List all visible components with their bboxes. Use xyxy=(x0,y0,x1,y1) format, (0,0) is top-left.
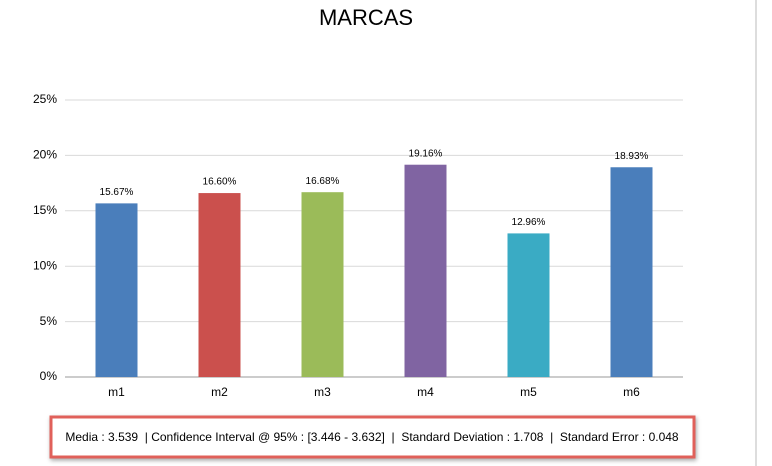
x-tick-label: m1 xyxy=(108,385,125,399)
stats-box xyxy=(49,415,696,459)
bar xyxy=(404,164,447,377)
chart-title: MARCAS xyxy=(319,5,413,30)
stats-text: Media : 3.539 | Confidence Interval @ 95… xyxy=(65,430,679,444)
bar xyxy=(95,203,138,377)
bar xyxy=(198,193,241,377)
y-tick-label: 20% xyxy=(33,148,57,162)
bar xyxy=(507,233,550,377)
y-tick-label: 15% xyxy=(33,203,57,217)
value-label: 12.96% xyxy=(512,217,546,228)
y-tick-label: 5% xyxy=(40,314,58,328)
x-tick-label: m6 xyxy=(623,385,640,399)
value-label: 19.16% xyxy=(409,148,443,159)
value-label: 16.68% xyxy=(306,176,340,187)
x-tick-label: m4 xyxy=(417,385,434,399)
x-tick-label: m5 xyxy=(520,385,537,399)
y-tick-label: 0% xyxy=(40,369,58,383)
bar xyxy=(301,192,344,377)
value-label: 15.67% xyxy=(100,187,134,198)
x-tick-label: m3 xyxy=(314,385,331,399)
bar xyxy=(610,167,653,377)
x-tick-label: m2 xyxy=(211,385,228,399)
value-label: 16.60% xyxy=(203,177,237,188)
value-label: 18.93% xyxy=(615,151,649,162)
y-tick-label: 25% xyxy=(33,92,57,106)
y-tick-label: 10% xyxy=(33,258,57,272)
